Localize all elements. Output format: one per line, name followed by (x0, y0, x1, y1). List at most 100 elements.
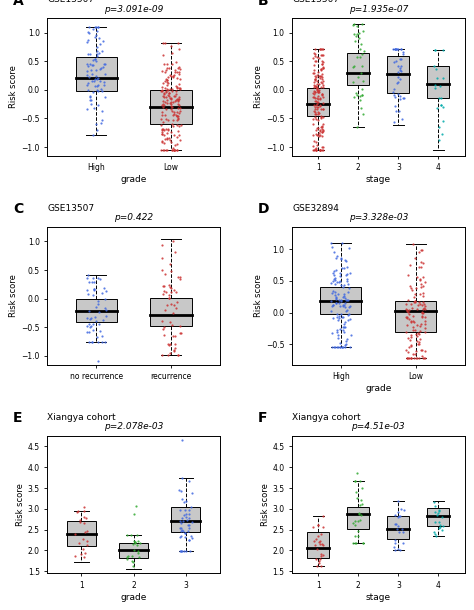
Point (358, 61, 366, 71)
Point (166, 70, 173, 79)
Point (317, 44, 324, 54)
Point (311, 87, 319, 97)
Point (168, 86, 176, 96)
Point (168, 102, 175, 112)
Point (95, 318, 102, 328)
Point (339, 322, 346, 332)
Point (345, 243, 353, 253)
Point (159, 107, 166, 117)
Point (355, 509, 363, 519)
Point (394, 512, 402, 522)
Point (88, 69, 96, 79)
Point (335, 295, 343, 305)
Point (396, 54, 404, 64)
Point (82, 514, 90, 523)
Point (358, 49, 366, 59)
Point (176, 103, 184, 113)
Point (314, 531, 322, 541)
Point (331, 279, 339, 289)
Point (127, 530, 135, 540)
Point (171, 145, 179, 155)
Point (316, 556, 323, 566)
Point (334, 315, 341, 325)
Point (411, 296, 419, 306)
Point (162, 287, 170, 296)
Point (436, 522, 444, 531)
Point (316, 93, 323, 103)
Point (421, 316, 428, 326)
Point (100, 77, 108, 87)
Point (319, 523, 327, 533)
Point (98, 115, 106, 124)
Point (98, 288, 106, 298)
Point (158, 317, 165, 326)
Text: p=3.091e-09: p=3.091e-09 (104, 4, 163, 13)
Point (93, 81, 101, 90)
Point (89, 24, 97, 34)
Point (164, 85, 172, 95)
Point (404, 270, 412, 280)
Y-axis label: Risk score: Risk score (261, 483, 270, 526)
Point (176, 74, 184, 84)
Point (165, 88, 173, 98)
Point (177, 120, 184, 130)
Bar (428, 66, 449, 98)
Point (168, 119, 176, 129)
Point (170, 145, 178, 155)
Point (419, 281, 426, 291)
Point (94, 22, 101, 32)
Point (166, 98, 173, 108)
Point (332, 298, 339, 307)
Point (319, 104, 327, 113)
Point (159, 145, 167, 155)
Point (316, 85, 323, 95)
Point (398, 66, 405, 76)
Point (163, 104, 170, 113)
Point (310, 145, 318, 155)
Point (433, 510, 441, 520)
Point (167, 101, 175, 111)
Point (312, 125, 320, 135)
Point (392, 106, 400, 116)
Point (419, 272, 426, 282)
Point (185, 523, 193, 533)
Point (334, 333, 342, 343)
Point (72, 529, 79, 539)
Point (337, 268, 344, 278)
Point (343, 276, 351, 285)
Point (314, 86, 321, 96)
Point (310, 48, 318, 58)
Point (164, 350, 172, 360)
Point (95, 307, 102, 317)
Point (397, 545, 404, 554)
Point (159, 99, 166, 109)
Point (81, 502, 88, 512)
Point (164, 339, 172, 349)
Point (355, 73, 362, 82)
Point (314, 115, 322, 125)
Point (392, 44, 399, 54)
X-axis label: stage: stage (366, 175, 391, 184)
Point (338, 312, 346, 322)
Point (165, 340, 173, 350)
Point (351, 476, 358, 486)
Point (174, 112, 182, 121)
Point (328, 238, 335, 248)
Point (392, 44, 399, 54)
Point (173, 107, 181, 117)
Text: p=0.422: p=0.422 (114, 214, 153, 223)
Point (412, 329, 420, 339)
Point (311, 49, 319, 59)
Point (439, 116, 447, 126)
Point (407, 300, 415, 309)
Point (431, 81, 439, 90)
Point (164, 126, 172, 135)
Point (182, 533, 189, 542)
Point (319, 57, 327, 67)
Point (432, 64, 439, 74)
Point (436, 520, 443, 530)
Point (431, 529, 438, 539)
Point (356, 500, 364, 509)
Point (343, 334, 351, 344)
Point (398, 114, 406, 124)
